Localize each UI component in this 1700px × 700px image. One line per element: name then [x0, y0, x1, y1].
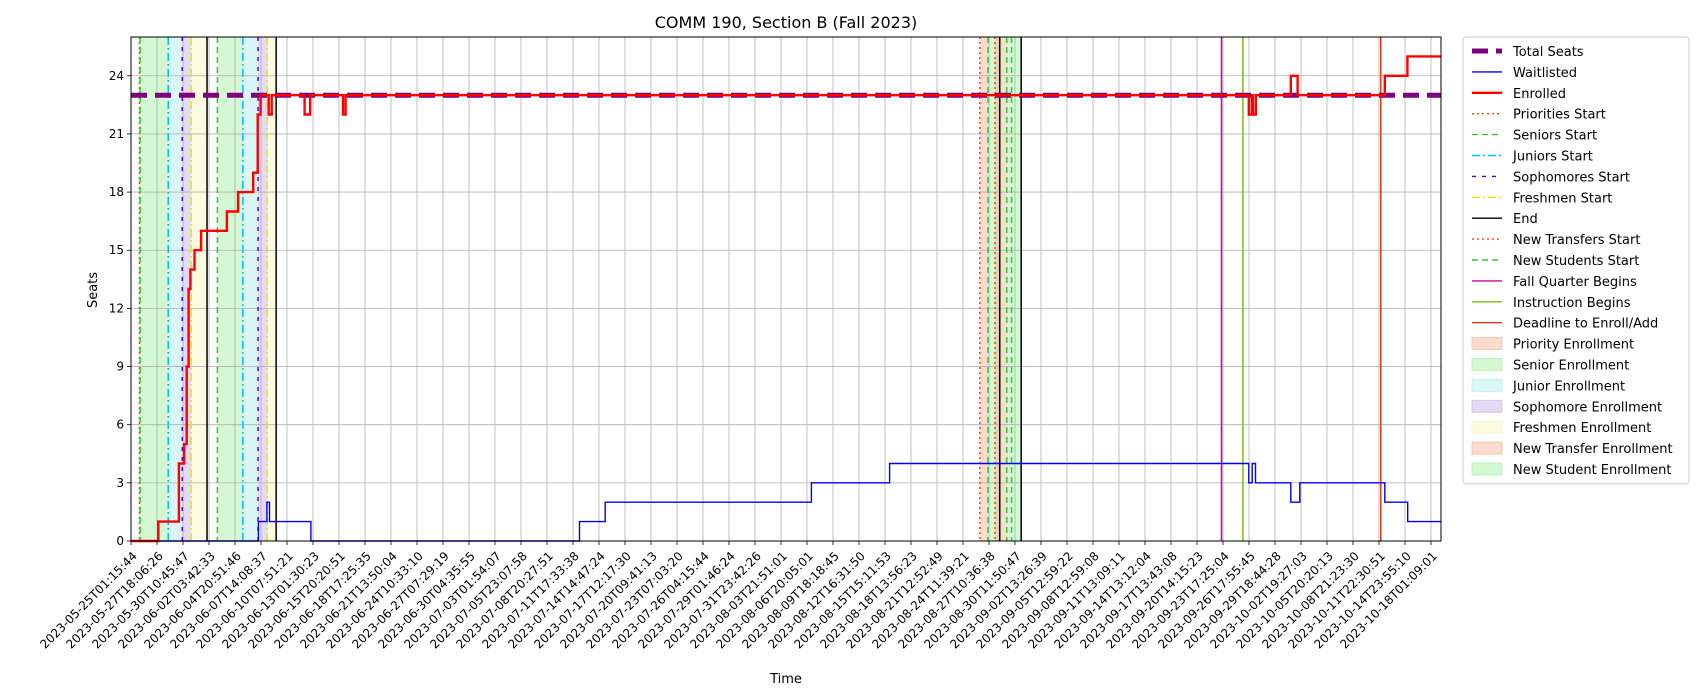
legend-swatch-new-student-enrollment: [1471, 462, 1503, 476]
shade-sophomore-enrollment-7: [258, 37, 268, 541]
y-axis-label: Seats: [86, 272, 101, 308]
legend-swatch-freshmen-enrollment: [1471, 420, 1503, 434]
y-tick-label: 15: [109, 243, 124, 257]
legend-label-priorities-start: Priorities Start: [1513, 108, 1606, 123]
y-tick-label: 9: [116, 360, 124, 374]
legend-label-total-seats: Total Seats: [1512, 45, 1584, 60]
y-tick-label: 3: [116, 476, 124, 490]
chart-title: COMM 190, Section B (Fall 2023): [655, 13, 917, 32]
plot-area: [130, 37, 1441, 543]
y-tick-label: 24: [109, 69, 124, 83]
legend-swatch-new-transfer-enrollment: [1471, 441, 1503, 455]
y-tick-label: 18: [109, 185, 124, 199]
legend-label-juniors-start: Juniors Start: [1512, 150, 1593, 165]
shade-senior-enrollment-5: [217, 37, 243, 541]
y-tick-label: 6: [116, 418, 124, 432]
legend-label-waitlisted: Waitlisted: [1513, 66, 1577, 81]
shaded-regions: [139, 37, 1022, 541]
legend-label-seniors-start: Seniors Start: [1513, 129, 1597, 144]
shade-freshmen-enrollment-8: [267, 37, 277, 541]
legend-label-sophomore-enrollment: Sophomore Enrollment: [1513, 400, 1662, 415]
shade-sophomore-enrollment-3: [182, 37, 192, 541]
legend-label-end: End: [1513, 212, 1538, 227]
legend-label-freshmen-start: Freshmen Start: [1513, 191, 1612, 206]
plot-frame: [130, 36, 1442, 542]
shade-senior-enrollment-10: [987, 37, 1000, 541]
grid-lines: [130, 37, 1441, 542]
data-series: [131, 55, 1441, 543]
shade-new-student-enrollment-12: [1006, 37, 1022, 541]
legend-label-instruction-begins: Instruction Begins: [1513, 296, 1631, 311]
y-tick-label: 0: [116, 534, 124, 548]
x-axis-label: Time: [769, 672, 802, 687]
y-axis: 0 3 6 9 12 15 18 21 24: [109, 69, 131, 548]
legend-swatch-senior-enrollment: [1471, 358, 1503, 371]
legend-label-deadline-to-enroll-add: Deadline to Enroll/Add: [1513, 317, 1658, 332]
shade-new-transfer-enrollment-11: [994, 37, 1007, 541]
shade-priority-enrollment-9: [979, 37, 988, 541]
shade-junior-enrollment-2: [168, 37, 183, 541]
y-tick-label: 12: [109, 301, 124, 315]
legend-label-enrolled: Enrolled: [1513, 87, 1566, 102]
legend-label-sophomores-start: Sophomores Start: [1513, 170, 1630, 185]
series-line-waitlisted: [131, 462, 1441, 542]
legend-label-senior-enrollment: Senior Enrollment: [1513, 359, 1629, 374]
shade-freshmen-enrollment-4: [191, 37, 208, 541]
legend-swatch-priority-enrollment: [1471, 337, 1503, 351]
legend: Total Seats Waitlisted Enrolled Priorities …: [1462, 36, 1690, 485]
legend-label-new-student-enrollment: New Student Enrollment: [1513, 463, 1671, 478]
legend-label-new-transfers-start: New Transfers Start: [1513, 233, 1640, 248]
legend-box: [1462, 36, 1690, 485]
legend-label-new-students-start: New Students Start: [1513, 254, 1639, 269]
series-line-enrolled: [131, 55, 1441, 543]
event-lines: [138, 37, 1382, 541]
y-tick-label: 21: [109, 127, 124, 141]
legend-label-freshmen-enrollment: Freshmen Enrollment: [1513, 421, 1651, 436]
legend-label-new-transfer-enrollment: New Transfer Enrollment: [1513, 442, 1673, 457]
legend-label-fall-quarter-begins: Fall Quarter Begins: [1513, 275, 1637, 290]
legend-swatch-junior-enrollment: [1471, 378, 1503, 392]
shade-junior-enrollment-6: [242, 37, 259, 541]
legend-label-junior-enrollment: Junior Enrollment: [1512, 379, 1625, 394]
shade-senior-enrollment-1: [140, 37, 169, 541]
legend-label-priority-enrollment: Priority Enrollment: [1513, 338, 1634, 353]
legend-swatch-sophomore-enrollment: [1471, 399, 1503, 413]
